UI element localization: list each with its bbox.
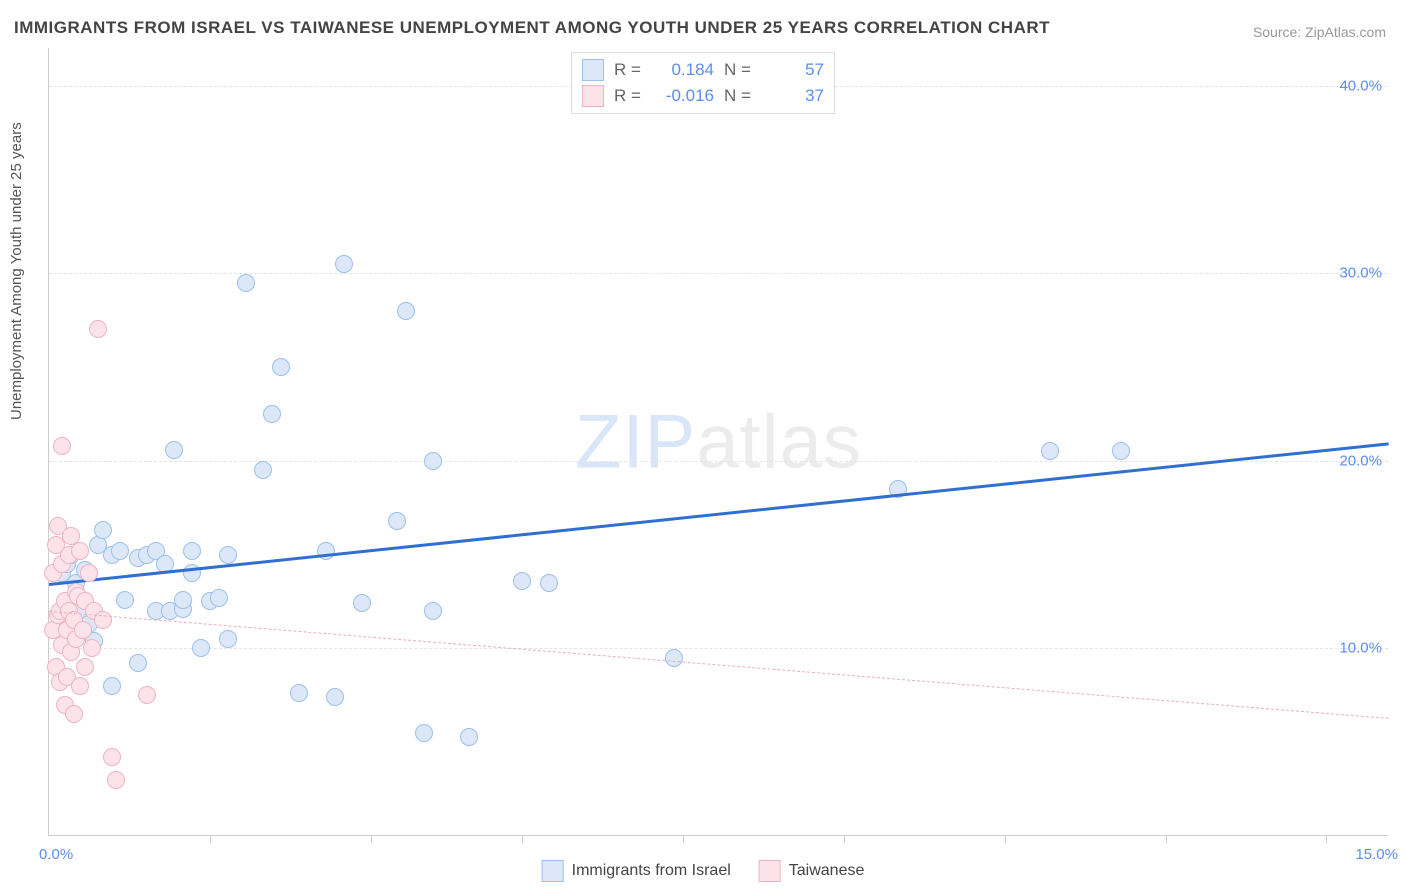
data-point xyxy=(388,512,406,530)
data-point xyxy=(83,639,101,657)
x-tick xyxy=(1166,835,1167,843)
y-tick-label: 40.0% xyxy=(1339,77,1382,94)
data-point xyxy=(107,771,125,789)
data-point xyxy=(89,320,107,338)
legend-item: Immigrants from Israel xyxy=(542,860,731,882)
data-point xyxy=(103,748,121,766)
data-point xyxy=(415,724,433,742)
y-tick-label: 30.0% xyxy=(1339,265,1382,282)
x-tick xyxy=(1326,835,1327,843)
x-tick xyxy=(683,835,684,843)
series-legend: Immigrants from Israel Taiwanese xyxy=(542,860,865,882)
data-point xyxy=(174,591,192,609)
data-point xyxy=(219,630,237,648)
data-point xyxy=(71,677,89,695)
gridline xyxy=(49,648,1388,649)
y-axis-label: Unemployment Among Youth under 25 years xyxy=(8,122,25,420)
data-point xyxy=(80,564,98,582)
data-point xyxy=(335,255,353,273)
watermark-atlas: atlas xyxy=(696,399,862,484)
data-point xyxy=(397,302,415,320)
trend-line xyxy=(49,442,1389,586)
data-point xyxy=(94,521,112,539)
data-point xyxy=(111,542,129,560)
data-point xyxy=(103,677,121,695)
data-point xyxy=(219,546,237,564)
data-point xyxy=(183,542,201,560)
legend-swatch xyxy=(759,860,781,882)
y-tick-label: 20.0% xyxy=(1339,452,1382,469)
data-point xyxy=(53,437,71,455)
watermark-zip: ZIP xyxy=(575,399,696,484)
x-tick xyxy=(210,835,211,843)
data-point xyxy=(1112,442,1130,460)
chart-title: IMMIGRANTS FROM ISRAEL VS TAIWANESE UNEM… xyxy=(14,18,1050,38)
legend-n-label: N = xyxy=(724,60,754,80)
gridline xyxy=(49,461,1388,462)
watermark: ZIPatlas xyxy=(575,398,862,485)
data-point xyxy=(254,461,272,479)
data-point xyxy=(74,621,92,639)
legend-n-value: 57 xyxy=(764,60,824,80)
data-point xyxy=(237,274,255,292)
data-point xyxy=(424,602,442,620)
legend-r-value: -0.016 xyxy=(654,86,714,106)
trend-line xyxy=(49,611,1389,719)
data-point xyxy=(165,441,183,459)
legend-label: Taiwanese xyxy=(789,862,865,880)
legend-r-value: 0.184 xyxy=(654,60,714,80)
x-axis-label: 0.0% xyxy=(39,846,73,863)
data-point xyxy=(272,358,290,376)
legend-r-label: R = xyxy=(614,86,644,106)
legend-swatch xyxy=(582,85,604,107)
x-axis-label: 15.0% xyxy=(1355,846,1398,863)
data-point xyxy=(210,589,228,607)
x-tick xyxy=(522,835,523,843)
legend-row: R = -0.016 N = 37 xyxy=(582,83,824,109)
data-point xyxy=(71,542,89,560)
legend-r-label: R = xyxy=(614,60,644,80)
data-point xyxy=(138,686,156,704)
data-point xyxy=(513,572,531,590)
legend-n-label: N = xyxy=(724,86,754,106)
x-tick xyxy=(844,835,845,843)
data-point xyxy=(326,688,344,706)
data-point xyxy=(76,658,94,676)
data-point xyxy=(665,649,683,667)
data-point xyxy=(192,639,210,657)
legend-swatch xyxy=(582,59,604,81)
legend-swatch xyxy=(542,860,564,882)
data-point xyxy=(353,594,371,612)
data-point xyxy=(540,574,558,592)
data-point xyxy=(116,591,134,609)
data-point xyxy=(290,684,308,702)
data-point xyxy=(65,705,83,723)
data-point xyxy=(129,654,147,672)
x-tick xyxy=(371,835,372,843)
x-tick xyxy=(1005,835,1006,843)
data-point xyxy=(460,728,478,746)
source-attribution: Source: ZipAtlas.com xyxy=(1253,24,1386,40)
legend-label: Immigrants from Israel xyxy=(572,862,731,880)
y-tick-label: 10.0% xyxy=(1339,640,1382,657)
legend-n-value: 37 xyxy=(764,86,824,106)
legend-item: Taiwanese xyxy=(759,860,865,882)
data-point xyxy=(424,452,442,470)
plot-area: ZIPatlas 10.0%20.0%30.0%40.0%0.0%15.0% xyxy=(48,48,1388,836)
data-point xyxy=(263,405,281,423)
data-point xyxy=(1041,442,1059,460)
correlation-legend: R = 0.184 N = 57 R = -0.016 N = 37 xyxy=(571,52,835,114)
legend-row: R = 0.184 N = 57 xyxy=(582,57,824,83)
